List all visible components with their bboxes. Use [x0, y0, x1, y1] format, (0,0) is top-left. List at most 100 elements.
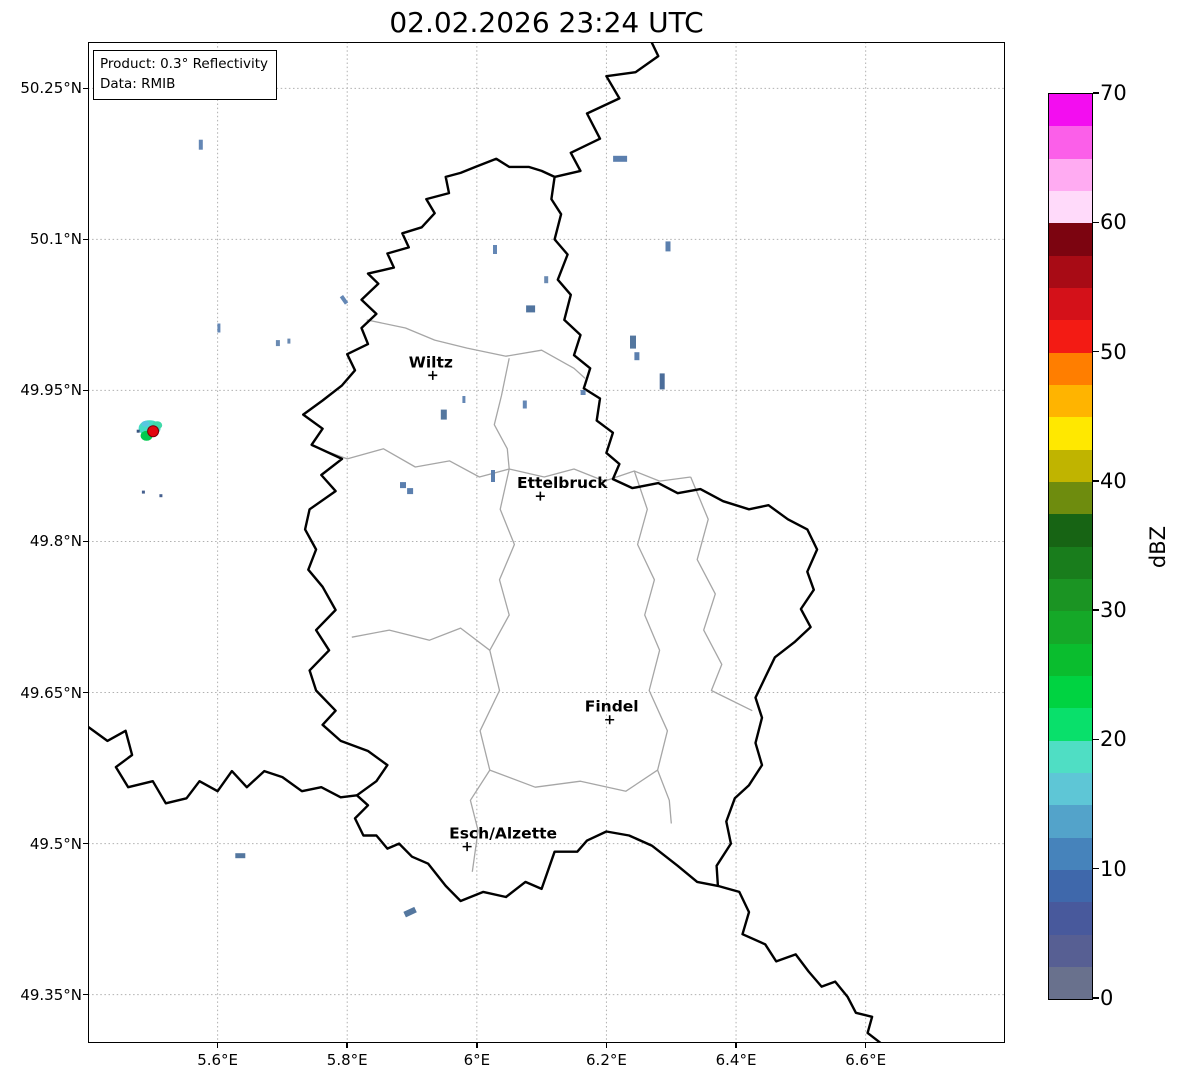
district-border	[489, 769, 658, 792]
colorbar-tick-label: 10	[1100, 856, 1127, 881]
radar-speck	[136, 429, 140, 433]
radar-clutter-blob	[141, 420, 150, 427]
radar-echo	[198, 139, 203, 150]
colorbar-segment	[1049, 934, 1092, 967]
colorbar-tick-mark	[1093, 867, 1099, 870]
colorbar-tick-mark	[1093, 609, 1099, 611]
city-label: Wiltz	[409, 353, 453, 371]
radar-echo	[339, 294, 349, 305]
city-marker	[605, 715, 615, 725]
colorbar-tick-label: 70	[1100, 81, 1127, 105]
colorbar-segment	[1049, 675, 1092, 709]
lon-tick-label: 5.6°E	[197, 1051, 239, 1069]
colorbar-segment	[1049, 966, 1092, 1000]
lat-tick-mark	[83, 540, 88, 543]
district-border	[366, 319, 586, 379]
district-border	[509, 468, 691, 482]
lon-tick-label: 6.2°E	[586, 1051, 627, 1069]
colorbar-segment	[1049, 255, 1092, 288]
colorbar-tick-mark	[1093, 350, 1099, 353]
timestamp-title: 02.02.2026 23:24 UTC	[389, 6, 704, 39]
national-border	[716, 884, 883, 1043]
data-source-line: Data: RMIB	[100, 76, 176, 93]
lat-tick-mark	[83, 691, 88, 694]
radar-echo	[400, 482, 406, 489]
district-border	[351, 627, 491, 651]
lon-tick-mark	[476, 1043, 478, 1048]
city-label: Ettelbruck	[517, 474, 608, 492]
radar-echo	[287, 338, 291, 344]
lat-tick-label: 49.95°N	[20, 381, 82, 400]
colorbar-segment	[1049, 384, 1092, 418]
colorbar-segment	[1049, 287, 1092, 321]
lat-tick-label: 50.25°N	[20, 79, 82, 98]
lon-tick-label: 6°E	[463, 1051, 491, 1069]
colorbar-segment	[1049, 223, 1092, 256]
colorbar-segment	[1049, 320, 1092, 353]
colorbar-tick-mark	[1093, 997, 1099, 999]
radar-echo	[659, 373, 665, 390]
colorbar-segment	[1049, 708, 1092, 741]
colorbar-segment	[1049, 514, 1092, 547]
radar-echo	[580, 390, 586, 395]
lat-tick-label: 49.8°N	[29, 532, 82, 551]
lat-tick-label: 49.5°N	[29, 834, 82, 853]
lon-tick-mark	[605, 1043, 608, 1048]
radar-echo	[217, 323, 221, 333]
lat-tick-label: 49.35°N	[20, 985, 82, 1004]
colorbar-segment	[1049, 546, 1092, 579]
radar-speck	[159, 494, 163, 498]
district-border	[493, 358, 510, 470]
national-border	[553, 42, 660, 179]
lon-tick-label: 5.8°E	[326, 1051, 368, 1069]
colorbar-tick-label: 30	[1100, 598, 1127, 623]
lat-tick-mark	[83, 87, 88, 90]
colorbar-segment	[1049, 417, 1092, 450]
product-info-box: Product: 0.3° Reflectivity Data: RMIB	[93, 50, 277, 100]
colorbar-tick-mark	[1093, 738, 1099, 741]
radar-echo	[235, 853, 246, 859]
lat-tick-mark	[83, 842, 88, 845]
radar-echo	[630, 335, 636, 349]
radar-echo	[462, 396, 466, 403]
colorbar-segment	[1049, 805, 1092, 838]
lon-tick-mark	[216, 1043, 219, 1048]
radar-speck	[141, 490, 145, 494]
colorbar-tick-label: 40	[1100, 468, 1127, 493]
radar-echo	[493, 245, 497, 254]
radar-echo	[491, 470, 495, 482]
product-info-line: Product: 0.3° Reflectivity	[100, 56, 268, 72]
colorbar-tick-mark	[1093, 221, 1099, 224]
colorbar-segment	[1049, 578, 1092, 612]
colorbar-segment	[1049, 772, 1092, 806]
district-border	[690, 476, 753, 712]
colorbar-tick-label: 0	[1100, 986, 1114, 1010]
radar-echo	[403, 906, 417, 918]
radar-echo	[440, 409, 447, 420]
radar-echo	[665, 241, 671, 252]
colorbar-segment	[1049, 190, 1092, 224]
lat-tick-mark	[83, 238, 88, 241]
colorbar-tick-label: 20	[1100, 727, 1127, 752]
city-label: Esch/Alzette	[449, 825, 557, 843]
colorbar-segment	[1049, 837, 1092, 870]
district-border	[469, 468, 516, 872]
radar-echo	[526, 305, 536, 313]
national-border	[88, 725, 359, 805]
colorbar-tick-label: 60	[1100, 210, 1127, 235]
lon-tick-label: 6.4°E	[715, 1051, 757, 1069]
lat-tick-mark	[83, 993, 88, 996]
colorbar-segment	[1049, 94, 1092, 127]
colorbar-segment	[1049, 449, 1092, 482]
colorbar-unit-label: dBZ	[1146, 525, 1170, 569]
colorbar-tick-label: 50	[1100, 339, 1127, 364]
radar-echo	[407, 488, 414, 495]
district-border	[633, 470, 672, 824]
radar-echo	[634, 352, 640, 361]
colorbar-tick-mark	[1093, 480, 1099, 482]
city-marker	[462, 842, 472, 852]
lon-tick-label: 6.6°E	[845, 1051, 887, 1069]
colorbar-segment	[1049, 611, 1092, 644]
colorbar-segment	[1049, 158, 1092, 191]
